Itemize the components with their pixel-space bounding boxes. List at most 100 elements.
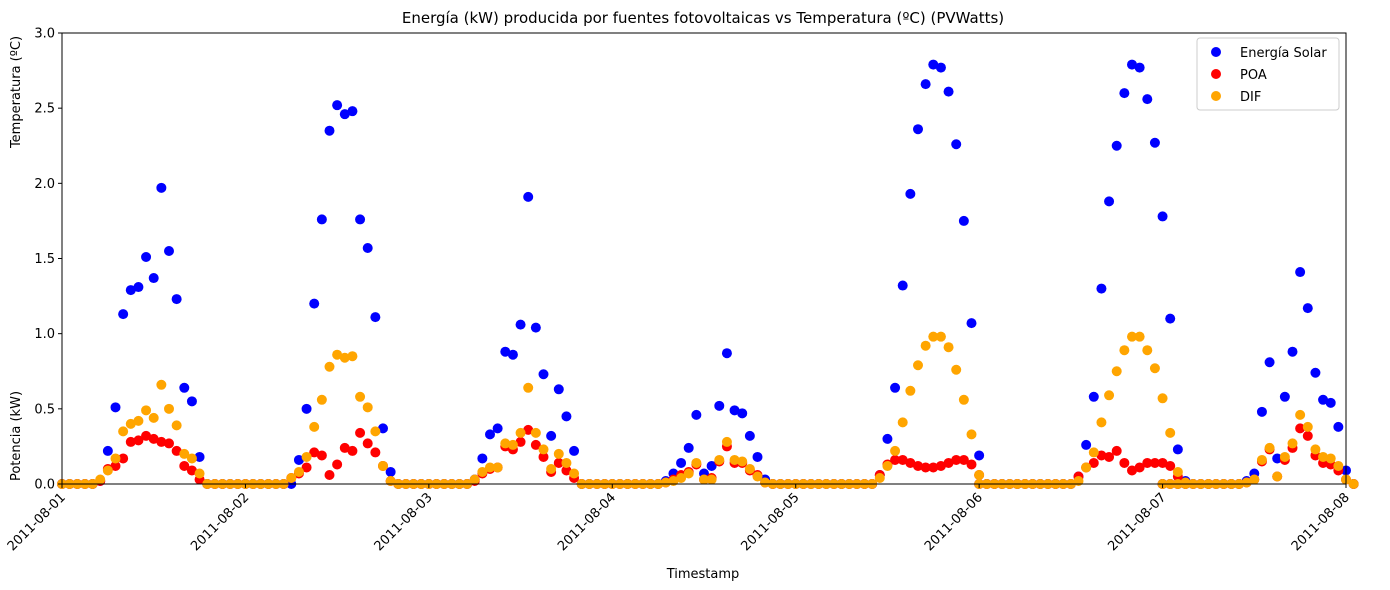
point-energ-a-solar [1142, 94, 1153, 105]
point-dif [897, 417, 908, 428]
point-energ-a-solar [485, 429, 495, 440]
point-poa [339, 442, 350, 453]
point-energ-a-solar [194, 451, 205, 462]
point-energ-a-solar [186, 396, 197, 407]
point-dif [378, 460, 388, 471]
point-dif [110, 453, 121, 464]
point-energ-a-solar [347, 106, 358, 117]
point-energ-a-solar [752, 451, 763, 462]
point-dif [515, 427, 526, 438]
point-poa [523, 424, 534, 435]
point-energ-a-solar [339, 109, 350, 120]
point-poa [156, 436, 167, 447]
x-tick-label: 2011-08-03 [372, 490, 436, 554]
point-poa [943, 457, 954, 468]
point-dif [1081, 462, 1092, 473]
legend-label-poa: POA [1240, 68, 1267, 83]
legend-marker-poa [1211, 69, 1221, 79]
point-dif [179, 448, 190, 459]
point-dif [293, 466, 304, 477]
point-energ-a-solar [683, 442, 694, 453]
point-dif [905, 385, 916, 396]
point-dif [1134, 331, 1145, 342]
y-tick-label: 0.5 [34, 402, 55, 417]
y-tick-label: 2.5 [34, 102, 55, 117]
point-poa [118, 453, 129, 464]
x-tick-label: 2011-08-08 [1289, 490, 1353, 554]
legend-label-dif: DIF [1240, 90, 1261, 105]
point-energ-a-solar [1279, 391, 1290, 402]
point-energ-a-solar [538, 369, 549, 380]
point-dif [95, 474, 106, 485]
legend-marker-dif [1211, 91, 1221, 101]
point-energ-a-solar [164, 245, 174, 256]
point-dif [370, 426, 381, 437]
point-poa [966, 459, 977, 470]
point-dif [1241, 477, 1252, 488]
point-dif [737, 456, 748, 467]
point-dif [676, 472, 687, 483]
point-energ-a-solar [324, 125, 335, 136]
point-energ-a-solar [179, 382, 190, 393]
point-energ-a-solar [905, 188, 916, 199]
point-energ-a-solar [553, 384, 564, 395]
x-tick-label: 2011-08-06 [922, 490, 986, 554]
point-energ-a-solar [148, 273, 159, 284]
point-dif [1256, 454, 1267, 465]
point-dif [530, 427, 541, 438]
point-poa [125, 436, 136, 447]
point-poa [316, 450, 327, 461]
point-energ-a-solar [951, 139, 962, 150]
point-energ-a-solar [1287, 346, 1298, 357]
point-energ-a-solar [492, 423, 503, 434]
point-dif [706, 474, 717, 485]
point-poa [1157, 457, 1168, 468]
point-poa [332, 459, 343, 470]
point-dif [316, 394, 327, 405]
legend-label-energia-solar: Energía Solar [1240, 46, 1327, 61]
point-poa [1096, 450, 1107, 461]
point-energ-a-solar [1104, 196, 1115, 207]
y-axis-label-top: Temperatura (ºC) [9, 36, 24, 149]
point-dif [332, 349, 343, 360]
point-dif [538, 444, 549, 455]
point-energ-a-solar [125, 285, 136, 296]
point-dif [699, 474, 709, 485]
y-tick-label: 1.5 [34, 252, 55, 267]
point-poa [347, 445, 358, 456]
point-dif [974, 469, 985, 480]
x-tick-label: 2011-08-04 [555, 490, 619, 554]
point-dif [171, 420, 182, 431]
chart-title: Energía (kW) producida por fuentes fotov… [402, 9, 1004, 27]
point-energ-a-solar [515, 319, 526, 330]
point-dif [760, 477, 771, 488]
point-energ-a-solar [1157, 211, 1168, 222]
point-energ-a-solar [935, 62, 946, 73]
point-poa [1295, 423, 1306, 434]
point-dif [913, 360, 923, 371]
point-energ-a-solar [362, 242, 373, 253]
point-dif [362, 402, 373, 413]
point-energ-a-solar [691, 409, 702, 420]
point-dif [951, 364, 962, 375]
point-dif [744, 463, 755, 474]
point-poa [928, 462, 939, 473]
point-dif [920, 340, 931, 351]
point-dif [125, 418, 136, 429]
point-energ-a-solar [1127, 59, 1137, 70]
point-dif [133, 415, 144, 426]
point-dif [882, 460, 893, 471]
point-energ-a-solar [1318, 394, 1329, 405]
point-poa [515, 436, 526, 447]
point-dif [469, 474, 480, 485]
point-energ-a-solar [1096, 283, 1107, 294]
point-poa [355, 427, 366, 438]
point-dif [935, 331, 946, 342]
point-energ-a-solar [1149, 137, 1160, 148]
point-poa [301, 462, 312, 473]
point-dif [1295, 409, 1306, 420]
point-poa [1111, 445, 1122, 456]
point-energ-a-solar [507, 349, 518, 360]
x-axis: 2011-08-01 2011-08-02 2011-08-03 2011-08-04… [5, 484, 1353, 554]
point-dif [477, 466, 488, 477]
